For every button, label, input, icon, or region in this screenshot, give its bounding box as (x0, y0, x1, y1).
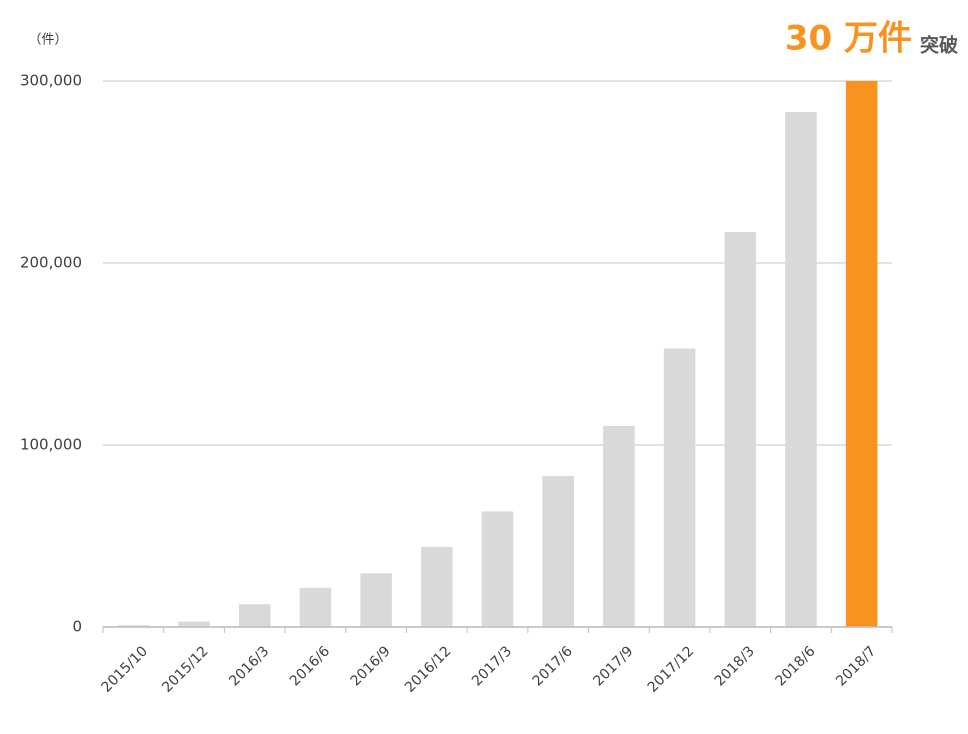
bar (238, 604, 271, 627)
bar (785, 111, 817, 627)
x-tick-label: 2016/9 (348, 643, 394, 689)
bar (845, 81, 878, 627)
x-tick-label: 2017/3 (469, 643, 515, 689)
bar (421, 546, 453, 627)
y-tick-label: 0 (72, 618, 82, 636)
x-tick-label: 2015/10 (99, 643, 151, 695)
bar (481, 511, 514, 627)
y-tick-label: 100,000 (20, 436, 82, 454)
x-tick-label: 2017/12 (645, 643, 697, 695)
x-tick-label: 2017/6 (530, 643, 576, 689)
annotation-suffix: 突破 (920, 34, 958, 57)
bar (603, 425, 635, 627)
x-tick-label: 2018/6 (772, 643, 818, 689)
bar (542, 475, 574, 627)
x-tick-label: 2018/7 (833, 643, 879, 689)
x-tick-label: 2016/12 (402, 643, 454, 695)
bar (117, 625, 150, 627)
x-tick-label: 2018/3 (712, 643, 758, 689)
bar (360, 573, 392, 627)
bar (299, 587, 332, 627)
unit-label: （件） (28, 33, 67, 48)
x-tick-label: 2017/9 (590, 643, 636, 689)
annotation-main: 30 万件 (785, 19, 912, 59)
x-tick-label: 2016/6 (287, 643, 333, 689)
bar (178, 621, 210, 627)
x-tick-label: 2015/12 (159, 643, 211, 695)
x-tick-label: 2016/3 (226, 643, 272, 689)
y-tick-label: 200,000 (20, 254, 82, 272)
y-tick-label: 300,000 (20, 72, 82, 90)
bar (724, 232, 757, 627)
bar (663, 348, 696, 627)
